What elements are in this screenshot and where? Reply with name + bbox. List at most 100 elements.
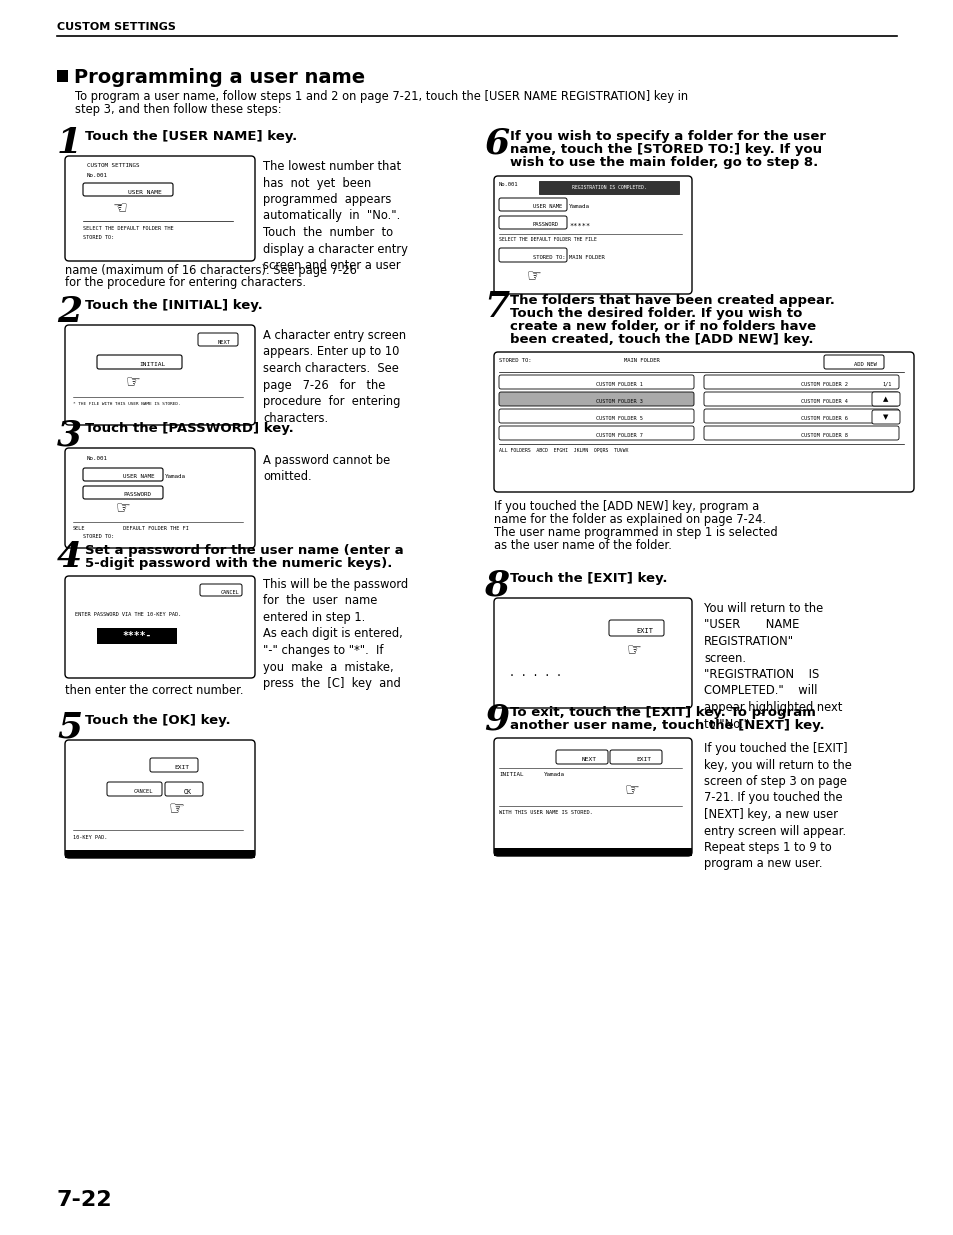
Text: USER NAME: USER NAME — [533, 205, 561, 210]
Text: CUSTOM SETTINGS: CUSTOM SETTINGS — [57, 22, 175, 32]
Text: then enter the correct number.: then enter the correct number. — [65, 684, 243, 697]
FancyBboxPatch shape — [65, 448, 254, 548]
Text: Touch the desired folder. If you wish to: Touch the desired folder. If you wish to — [510, 308, 801, 320]
Text: ▼: ▼ — [882, 414, 888, 420]
FancyBboxPatch shape — [165, 782, 203, 797]
Text: SELECT THE DEFAULT FOLDER THE FILE: SELECT THE DEFAULT FOLDER THE FILE — [498, 237, 597, 242]
FancyBboxPatch shape — [871, 410, 899, 424]
Text: Touch the [INITIAL] key.: Touch the [INITIAL] key. — [85, 299, 262, 312]
FancyBboxPatch shape — [198, 333, 237, 346]
Text: This will be the password
for  the  user  name
entered in step 1.
As each digit : This will be the password for the user n… — [263, 578, 408, 690]
FancyBboxPatch shape — [498, 216, 566, 228]
FancyBboxPatch shape — [494, 177, 691, 294]
FancyBboxPatch shape — [83, 183, 172, 196]
Text: been created, touch the [ADD NEW] key.: been created, touch the [ADD NEW] key. — [510, 333, 813, 346]
Text: for the procedure for entering characters.: for the procedure for entering character… — [65, 275, 306, 289]
FancyBboxPatch shape — [823, 354, 883, 369]
Text: 4: 4 — [57, 540, 82, 574]
Text: CUSTOM FOLDER 2: CUSTOM FOLDER 2 — [801, 382, 847, 387]
FancyBboxPatch shape — [65, 156, 254, 261]
Text: name for the folder as explained on page 7-24.: name for the folder as explained on page… — [494, 513, 765, 526]
Text: NEXT: NEXT — [218, 340, 231, 345]
FancyBboxPatch shape — [97, 354, 182, 369]
Text: USER NAME: USER NAME — [123, 474, 154, 479]
FancyBboxPatch shape — [494, 598, 691, 708]
Text: Yamada: Yamada — [165, 474, 186, 479]
Text: REGISTRATION IS COMPLETED.: REGISTRATION IS COMPLETED. — [571, 185, 646, 190]
Text: To program a user name, follow steps 1 and 2 on page 7-21, touch the [USER NAME : To program a user name, follow steps 1 a… — [75, 90, 687, 103]
FancyBboxPatch shape — [703, 375, 898, 389]
Text: create a new folder, or if no folders have: create a new folder, or if no folders ha… — [510, 320, 815, 333]
Text: The lowest number that
has  not  yet  been
programmed  appears
automatically  in: The lowest number that has not yet been … — [263, 161, 408, 272]
Text: ☞: ☞ — [624, 781, 639, 799]
FancyBboxPatch shape — [498, 375, 693, 389]
Text: ▲: ▲ — [882, 396, 888, 403]
FancyBboxPatch shape — [65, 740, 254, 858]
Text: WITH THIS USER NAME IS STORED.: WITH THIS USER NAME IS STORED. — [498, 810, 592, 815]
Text: ENTER PASSWORD VIA THE 10-KEY PAD.: ENTER PASSWORD VIA THE 10-KEY PAD. — [75, 613, 181, 618]
Text: A character entry screen
appears. Enter up to 10
search characters.  See
page   : A character entry screen appears. Enter … — [263, 329, 406, 425]
Text: STORED TO:: STORED TO: — [83, 534, 114, 538]
Text: CUSTOM FOLDER 7: CUSTOM FOLDER 7 — [596, 433, 642, 438]
FancyBboxPatch shape — [498, 426, 693, 440]
Text: 5: 5 — [57, 710, 82, 743]
Text: 10-KEY PAD.: 10-KEY PAD. — [73, 835, 108, 840]
FancyBboxPatch shape — [498, 391, 693, 406]
FancyBboxPatch shape — [498, 409, 693, 424]
FancyBboxPatch shape — [65, 325, 254, 425]
Text: step 3, and then follow these steps:: step 3, and then follow these steps: — [75, 103, 281, 116]
Text: SELE: SELE — [73, 526, 86, 531]
Text: 3: 3 — [57, 417, 82, 452]
FancyBboxPatch shape — [498, 248, 566, 262]
Text: STORED TO:: STORED TO: — [83, 235, 114, 240]
Text: To exit, touch the [EXIT] key. To program: To exit, touch the [EXIT] key. To progra… — [510, 706, 815, 719]
Text: ☞: ☞ — [115, 499, 131, 517]
Text: another user name, touch the [NEXT] key.: another user name, touch the [NEXT] key. — [510, 719, 823, 732]
Text: CUSTOM FOLDER 3: CUSTOM FOLDER 3 — [596, 399, 642, 404]
Text: 1/1: 1/1 — [882, 382, 891, 387]
FancyBboxPatch shape — [556, 750, 607, 764]
Text: MAIN FOLDER: MAIN FOLDER — [568, 254, 604, 261]
Text: Touch the [USER NAME] key.: Touch the [USER NAME] key. — [85, 130, 297, 143]
FancyBboxPatch shape — [200, 584, 242, 597]
Text: PASSWORD: PASSWORD — [123, 493, 151, 498]
Text: Yamada: Yamada — [568, 205, 589, 210]
FancyBboxPatch shape — [57, 70, 68, 82]
Text: Touch the [OK] key.: Touch the [OK] key. — [85, 714, 231, 727]
Text: INITIAL: INITIAL — [498, 772, 523, 777]
Text: CANCEL: CANCEL — [133, 789, 153, 794]
Text: CUSTOM FOLDER 6: CUSTOM FOLDER 6 — [801, 416, 847, 421]
Text: If you touched the [ADD NEW] key, program a: If you touched the [ADD NEW] key, progra… — [494, 500, 759, 513]
FancyBboxPatch shape — [494, 848, 691, 856]
Text: EXIT: EXIT — [636, 629, 652, 634]
Text: No.001: No.001 — [87, 456, 108, 461]
Text: CUSTOM SETTINGS: CUSTOM SETTINGS — [87, 163, 139, 168]
FancyBboxPatch shape — [703, 409, 898, 424]
Text: 6: 6 — [483, 126, 509, 161]
Text: SELECT THE DEFAULT FOLDER THE: SELECT THE DEFAULT FOLDER THE — [83, 226, 173, 231]
Text: If you touched the [EXIT]
key, you will return to the
screen of step 3 on page
7: If you touched the [EXIT] key, you will … — [703, 742, 851, 871]
FancyBboxPatch shape — [65, 576, 254, 678]
Text: ☞: ☞ — [126, 373, 140, 391]
Text: Touch the [EXIT] key.: Touch the [EXIT] key. — [510, 572, 667, 585]
Text: ALL FOLDERS  ABCD  EFGHI  JKLMN  OPQRS  TUVWX: ALL FOLDERS ABCD EFGHI JKLMN OPQRS TUVWX — [498, 447, 628, 452]
Text: Yamada: Yamada — [543, 772, 564, 777]
Text: 9: 9 — [483, 701, 509, 736]
Text: Set a password for the user name (enter a: Set a password for the user name (enter … — [85, 543, 403, 557]
Text: 1: 1 — [57, 126, 82, 161]
Text: 2: 2 — [57, 295, 82, 329]
FancyBboxPatch shape — [703, 426, 898, 440]
FancyBboxPatch shape — [150, 758, 198, 772]
Text: STORED TO:: STORED TO: — [533, 254, 565, 261]
Text: CANCEL: CANCEL — [221, 590, 239, 595]
Text: If you wish to specify a folder for the user: If you wish to specify a folder for the … — [510, 130, 825, 143]
Text: CUSTOM FOLDER 8: CUSTOM FOLDER 8 — [801, 433, 847, 438]
Text: * THE FILE WITH THIS USER NAME IS STORED.: * THE FILE WITH THIS USER NAME IS STORED… — [73, 403, 180, 406]
FancyBboxPatch shape — [871, 391, 899, 406]
FancyBboxPatch shape — [498, 198, 566, 211]
Text: INITIAL: INITIAL — [139, 362, 165, 367]
Text: ****-: ****- — [122, 631, 152, 641]
Text: The folders that have been created appear.: The folders that have been created appea… — [510, 294, 834, 308]
FancyBboxPatch shape — [609, 750, 661, 764]
FancyBboxPatch shape — [608, 620, 663, 636]
